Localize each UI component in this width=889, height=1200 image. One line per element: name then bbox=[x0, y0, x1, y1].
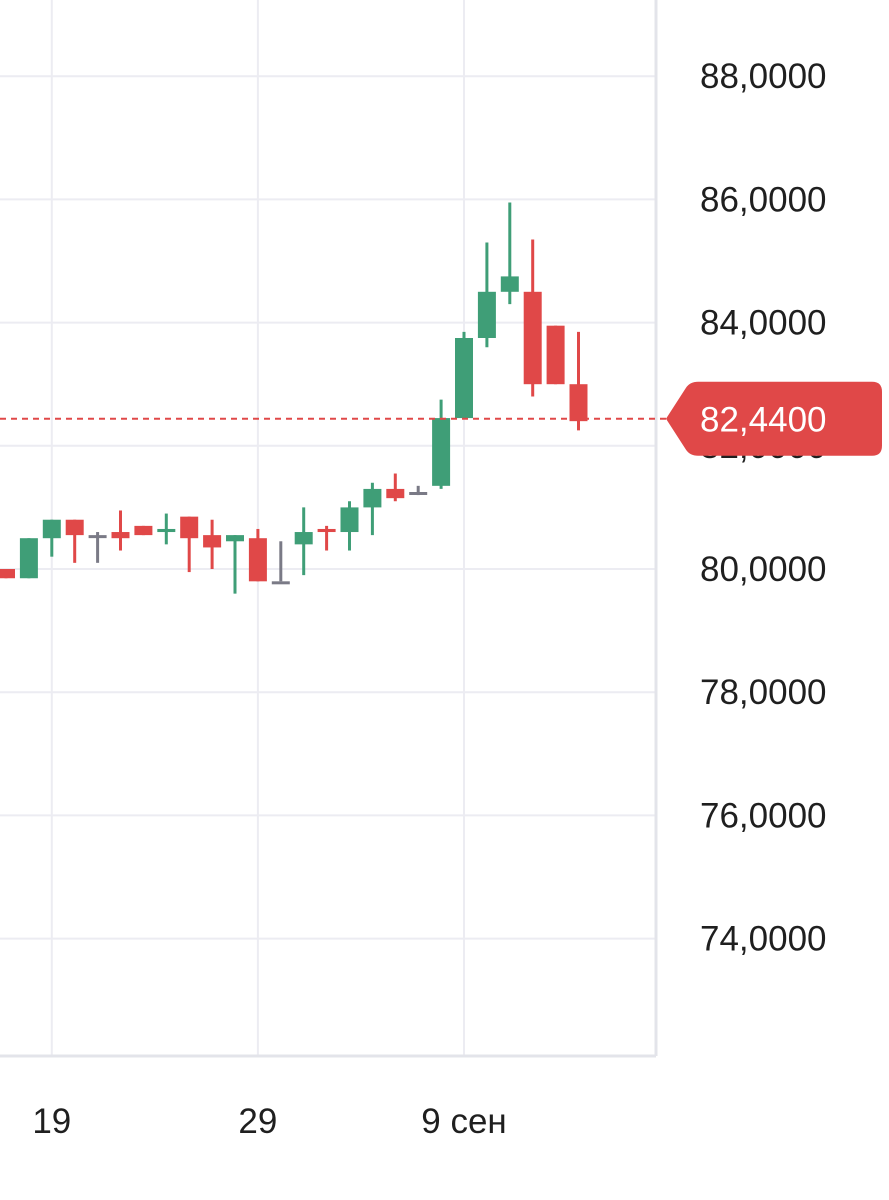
candle bbox=[65, 519, 84, 563]
y-tick-label: 78,0000 bbox=[700, 673, 827, 712]
candle bbox=[546, 325, 565, 385]
y-tick-label: 76,0000 bbox=[700, 796, 827, 835]
candles bbox=[0, 202, 588, 594]
x-axis-ticks: 19 29 9 сен bbox=[32, 1102, 506, 1141]
x-tick-label: 9 сен bbox=[421, 1102, 506, 1141]
candle bbox=[203, 519, 222, 569]
candle-body bbox=[523, 291, 542, 385]
candle-body bbox=[203, 535, 222, 548]
candle-body bbox=[134, 525, 153, 536]
candle-body bbox=[180, 516, 199, 539]
candle bbox=[386, 473, 405, 502]
y-tick-label: 84,0000 bbox=[700, 304, 827, 343]
y-tick-label: 86,0000 bbox=[700, 180, 827, 219]
candle-body bbox=[363, 488, 382, 508]
candle bbox=[500, 202, 519, 305]
y-axis-ticks: 82,000088,000086,000084,000080,000078,00… bbox=[700, 57, 827, 958]
x-tick-label: 29 bbox=[238, 1102, 277, 1141]
candle-body bbox=[111, 532, 130, 539]
candle bbox=[19, 538, 38, 579]
candle bbox=[317, 525, 336, 551]
candle bbox=[271, 541, 290, 585]
current-price-label: 82,4400 bbox=[700, 401, 827, 440]
candle bbox=[363, 482, 382, 536]
candle-body bbox=[88, 535, 107, 539]
candle-body bbox=[294, 532, 313, 545]
candle bbox=[455, 331, 473, 419]
candle bbox=[134, 525, 153, 536]
candle-body bbox=[0, 569, 15, 579]
candle bbox=[111, 510, 130, 551]
candle-body bbox=[226, 535, 244, 542]
candle bbox=[157, 513, 176, 545]
candle bbox=[0, 569, 15, 579]
candle bbox=[180, 516, 199, 573]
candle-body bbox=[271, 581, 290, 585]
y-tick-label: 74,0000 bbox=[700, 920, 827, 959]
candle-body bbox=[569, 384, 588, 422]
y-tick-label: 88,0000 bbox=[700, 57, 827, 96]
candle-body bbox=[409, 492, 428, 495]
candle-body bbox=[19, 538, 38, 579]
current-price-tag: 82,4400 bbox=[666, 381, 882, 456]
y-tick-label: 80,0000 bbox=[700, 550, 827, 589]
current-price-tag-background bbox=[666, 381, 882, 456]
candle bbox=[569, 331, 588, 431]
candle-body bbox=[477, 291, 496, 338]
candle-body bbox=[42, 519, 61, 539]
candle-body bbox=[455, 338, 473, 419]
candle bbox=[409, 485, 428, 496]
candle bbox=[88, 532, 107, 563]
x-tick-label: 19 bbox=[32, 1102, 71, 1141]
candle bbox=[42, 519, 61, 557]
candle-body bbox=[157, 528, 176, 533]
candle bbox=[523, 239, 542, 397]
candle-body bbox=[340, 507, 359, 533]
candle-body bbox=[65, 519, 84, 536]
candle-body bbox=[317, 528, 336, 533]
candle-body bbox=[500, 276, 519, 292]
candle-body bbox=[386, 488, 405, 499]
candle-body bbox=[248, 538, 267, 582]
candle bbox=[477, 242, 496, 348]
candle bbox=[340, 501, 359, 551]
candle bbox=[432, 399, 451, 489]
candle bbox=[294, 507, 313, 576]
candle bbox=[226, 535, 244, 594]
candle bbox=[248, 528, 267, 582]
candle-body bbox=[432, 418, 451, 486]
candle-body bbox=[546, 325, 565, 385]
